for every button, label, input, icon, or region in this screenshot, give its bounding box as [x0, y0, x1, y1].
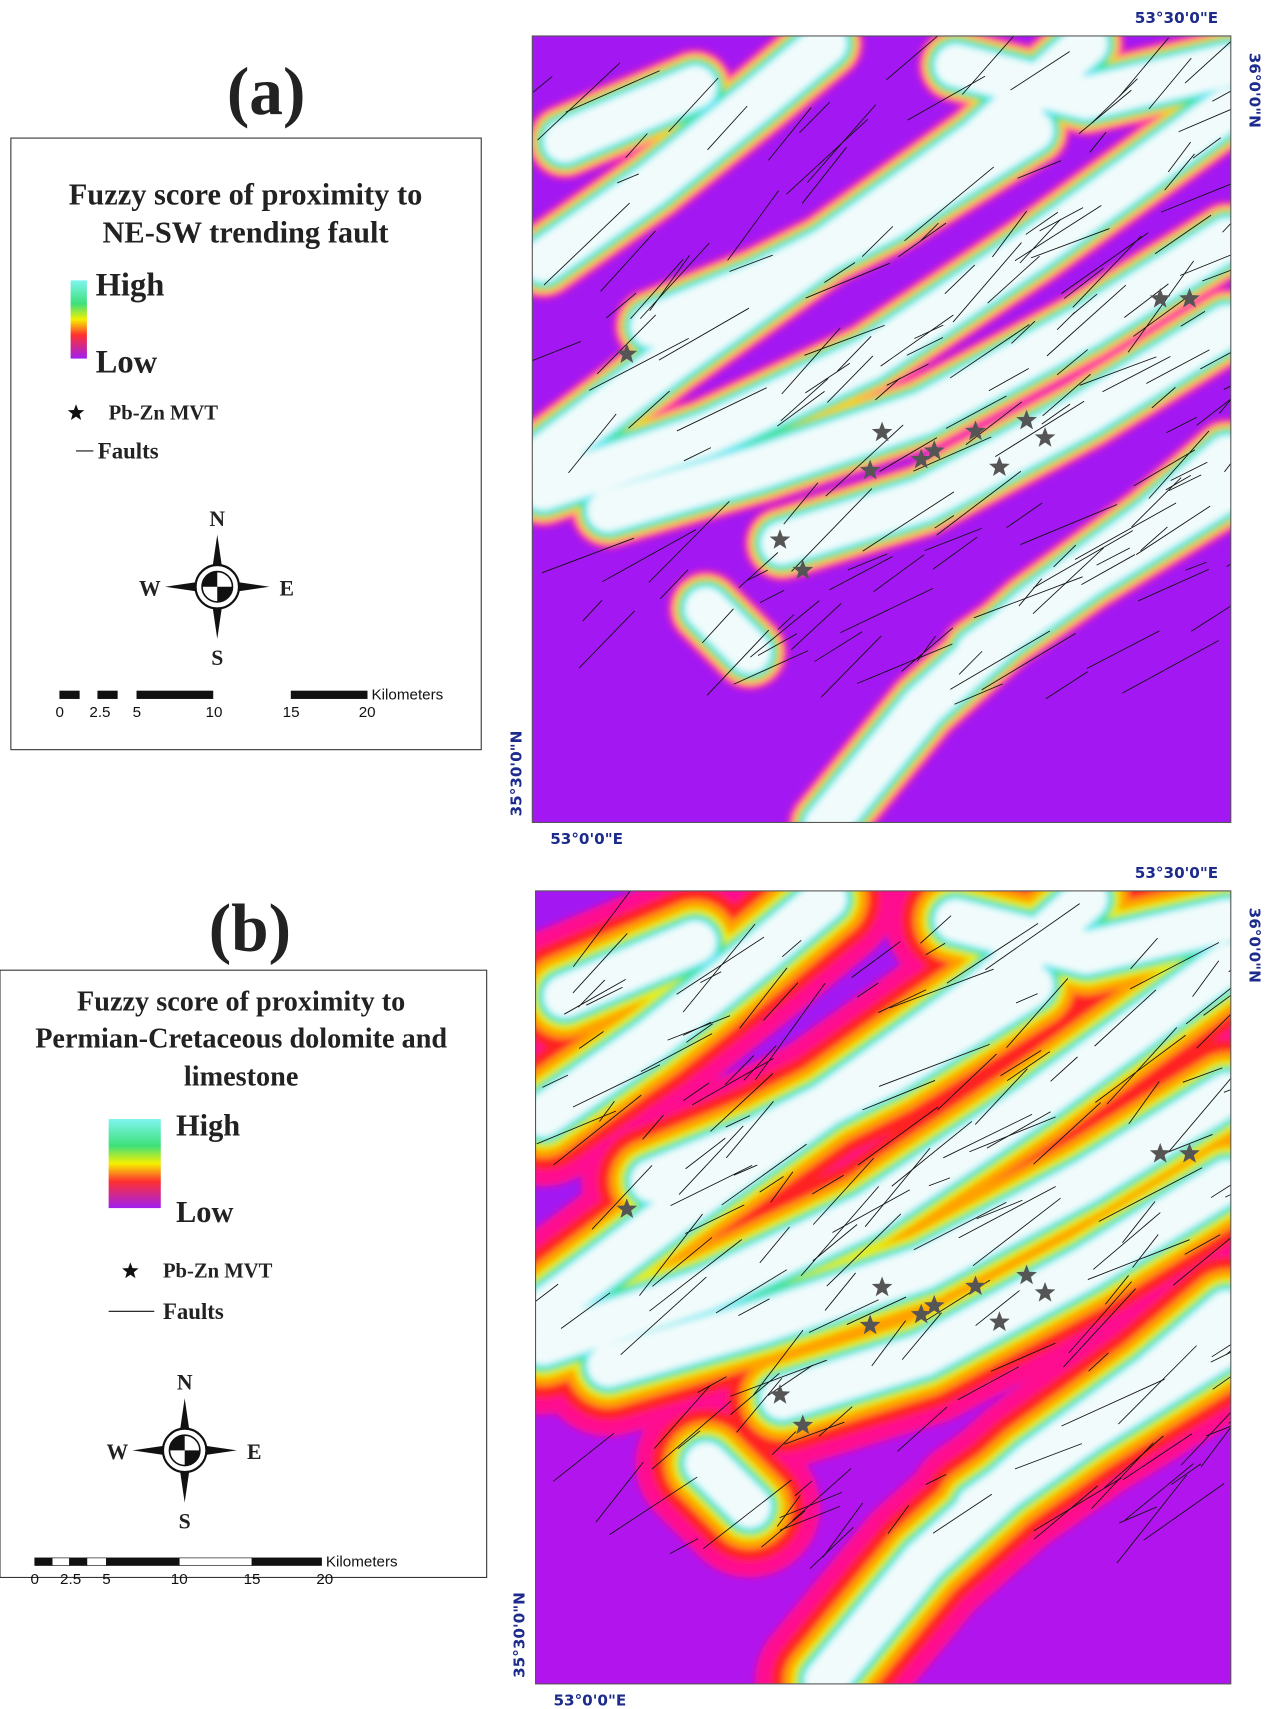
- legend-gradient: [71, 280, 87, 358]
- legend-high: High: [176, 1108, 240, 1142]
- scale-segment: [137, 691, 213, 699]
- compass-n: N: [177, 1371, 193, 1395]
- scale-segment: [98, 691, 118, 699]
- scale-segment: [106, 1558, 179, 1566]
- scale-segment: [70, 1558, 87, 1566]
- coord-label: 35°30'0"N: [507, 731, 525, 817]
- scale-label: 2.5: [89, 704, 110, 721]
- legend-deposit: Pb-Zn MVT: [163, 1261, 273, 1283]
- scale-segment: [179, 1558, 252, 1566]
- scale-segment: [52, 1558, 69, 1566]
- panel-label: (a): [227, 54, 306, 129]
- scale-label: 10: [206, 704, 223, 721]
- map: [536, 875, 1271, 1684]
- legend-faults: Faults: [98, 439, 159, 464]
- scale-label: 10: [171, 1571, 188, 1588]
- scale-label: 2.5: [60, 1571, 81, 1588]
- coord-label: 53°0'0"E: [553, 1692, 626, 1709]
- coord-label: 36°0'0"N: [1245, 908, 1263, 983]
- coord-label: 53°0'0"E: [550, 830, 623, 848]
- legend-low: Low: [96, 345, 158, 381]
- legend-title: Fuzzy score of proximity to: [77, 986, 405, 1017]
- scale-label: 0: [31, 1571, 39, 1588]
- compass-w: W: [139, 576, 161, 600]
- legend-low: Low: [176, 1195, 233, 1229]
- legend-title: limestone: [184, 1061, 298, 1092]
- legend-title: Fuzzy score of proximity to: [69, 177, 423, 211]
- scale-label: 5: [133, 704, 141, 721]
- map: [532, 8, 1271, 825]
- compass-s: S: [179, 1510, 191, 1534]
- scale-segment: [35, 1558, 52, 1566]
- compass-n: N: [209, 507, 225, 531]
- fault: [1229, 1412, 1253, 1423]
- scale-unit: Kilometers: [372, 687, 444, 704]
- fault: [1231, 552, 1271, 583]
- scale-label: 15: [283, 704, 300, 721]
- scale-segment: [87, 1558, 107, 1566]
- figure: 53°30'0"E 36°0'0"N 35°30'0"N 53°0'0"E (a) Fuz…: [0, 0, 1271, 1709]
- coord-label: 53°30'0"E: [1135, 864, 1218, 882]
- fault: [1224, 391, 1271, 472]
- scale-label: 0: [56, 704, 64, 721]
- scale-label: 20: [316, 1571, 333, 1588]
- scale-segment: [252, 1558, 322, 1566]
- scale-label: 20: [359, 704, 376, 721]
- coord-label: 53°30'0"E: [1135, 9, 1218, 27]
- compass-e: E: [247, 1440, 262, 1464]
- legend-title: NE-SW trending fault: [102, 215, 388, 249]
- fault: [1227, 525, 1271, 567]
- compass-s: S: [211, 646, 223, 670]
- legend-gradient: [109, 1119, 161, 1208]
- coord-label: 35°30'0"N: [511, 1592, 529, 1678]
- scale-label: 15: [244, 1571, 261, 1588]
- fault: [1226, 1286, 1271, 1354]
- panel-label: (b): [209, 891, 291, 966]
- page: 53°30'0"E 36°0'0"N 35°30'0"N 53°0'0"E (a) Fuz…: [0, 0, 1271, 1709]
- legend-high: High: [96, 268, 165, 304]
- legend-deposit: Pb-Zn MVT: [109, 402, 219, 424]
- scale-segment: [291, 691, 367, 699]
- compass-e: E: [280, 576, 295, 600]
- scale-label: 5: [102, 1571, 110, 1588]
- fault: [1225, 1150, 1271, 1197]
- legend-faults: Faults: [163, 1299, 224, 1324]
- scale-unit: Kilometers: [326, 1554, 398, 1571]
- compass-w: W: [106, 1440, 128, 1464]
- scale-segment: [60, 691, 80, 699]
- coord-label: 36°0'0"N: [1245, 53, 1263, 128]
- legend-title: Permian-Cretaceous dolomite and: [35, 1023, 447, 1054]
